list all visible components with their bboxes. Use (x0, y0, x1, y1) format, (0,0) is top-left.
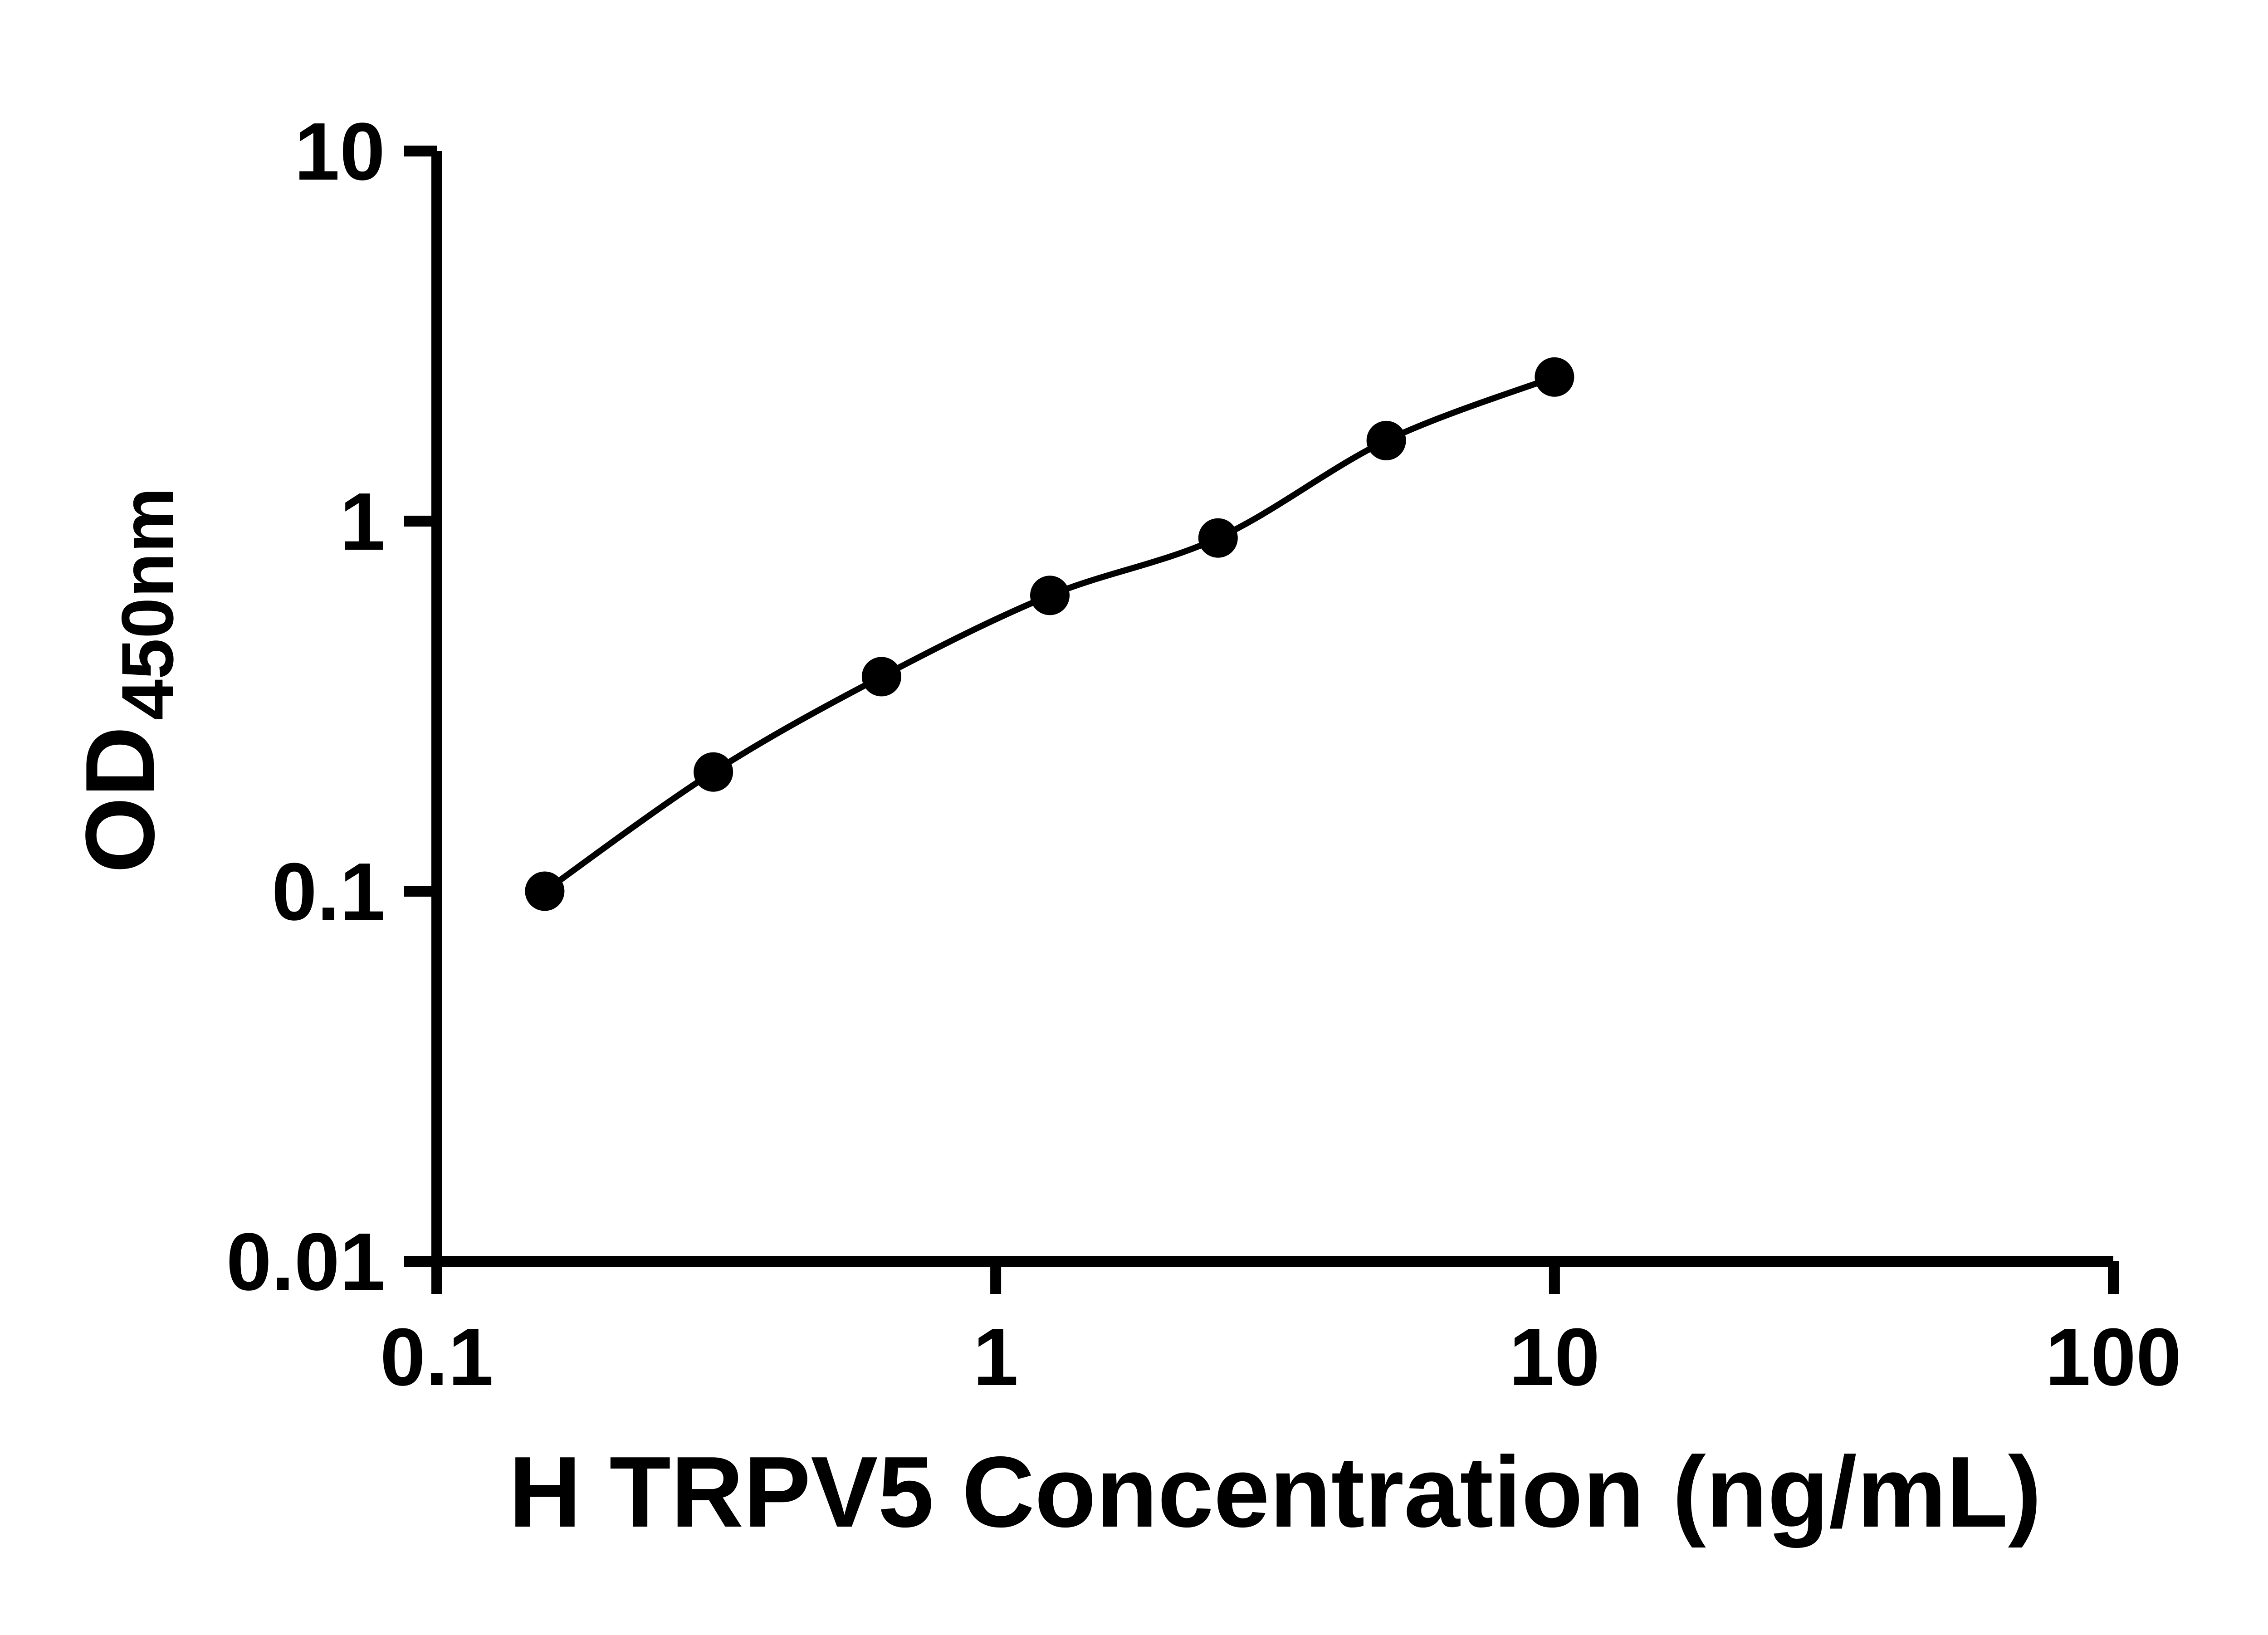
x-axis-title: H TRPV5 Concentration (ng/mL) (508, 1436, 2041, 1548)
y-axis-title: OD 450nm (65, 488, 189, 874)
series-layer (525, 357, 1574, 911)
data-point-3 (1030, 576, 1070, 615)
y-tick-label-0.1: 0.1 (272, 846, 385, 937)
y-tick-label-10: 10 (294, 106, 385, 197)
data-point-5 (1366, 420, 1406, 460)
y-axis-title-subscript: 450nm (107, 488, 189, 720)
x-tick-label-1: 1 (973, 1312, 1018, 1403)
y-tick-label-0.01: 0.01 (226, 1216, 385, 1308)
y-tick-label-1: 1 (340, 476, 385, 567)
data-point-6 (1535, 357, 1574, 397)
plot-axes (431, 151, 2113, 1267)
standard-curve-line (543, 374, 1556, 894)
x-tick-label-0.1: 0.1 (380, 1312, 494, 1403)
x-tick-label-10: 10 (1509, 1312, 1600, 1403)
x-axis-ticks (431, 1261, 2119, 1294)
data-point-1 (694, 752, 733, 792)
y-axis-title-main: OD (65, 726, 175, 873)
data-point-0 (525, 871, 565, 911)
data-point-4 (1198, 518, 1238, 558)
data-point-2 (861, 657, 901, 697)
x-tick-label-100: 100 (2045, 1312, 2181, 1403)
